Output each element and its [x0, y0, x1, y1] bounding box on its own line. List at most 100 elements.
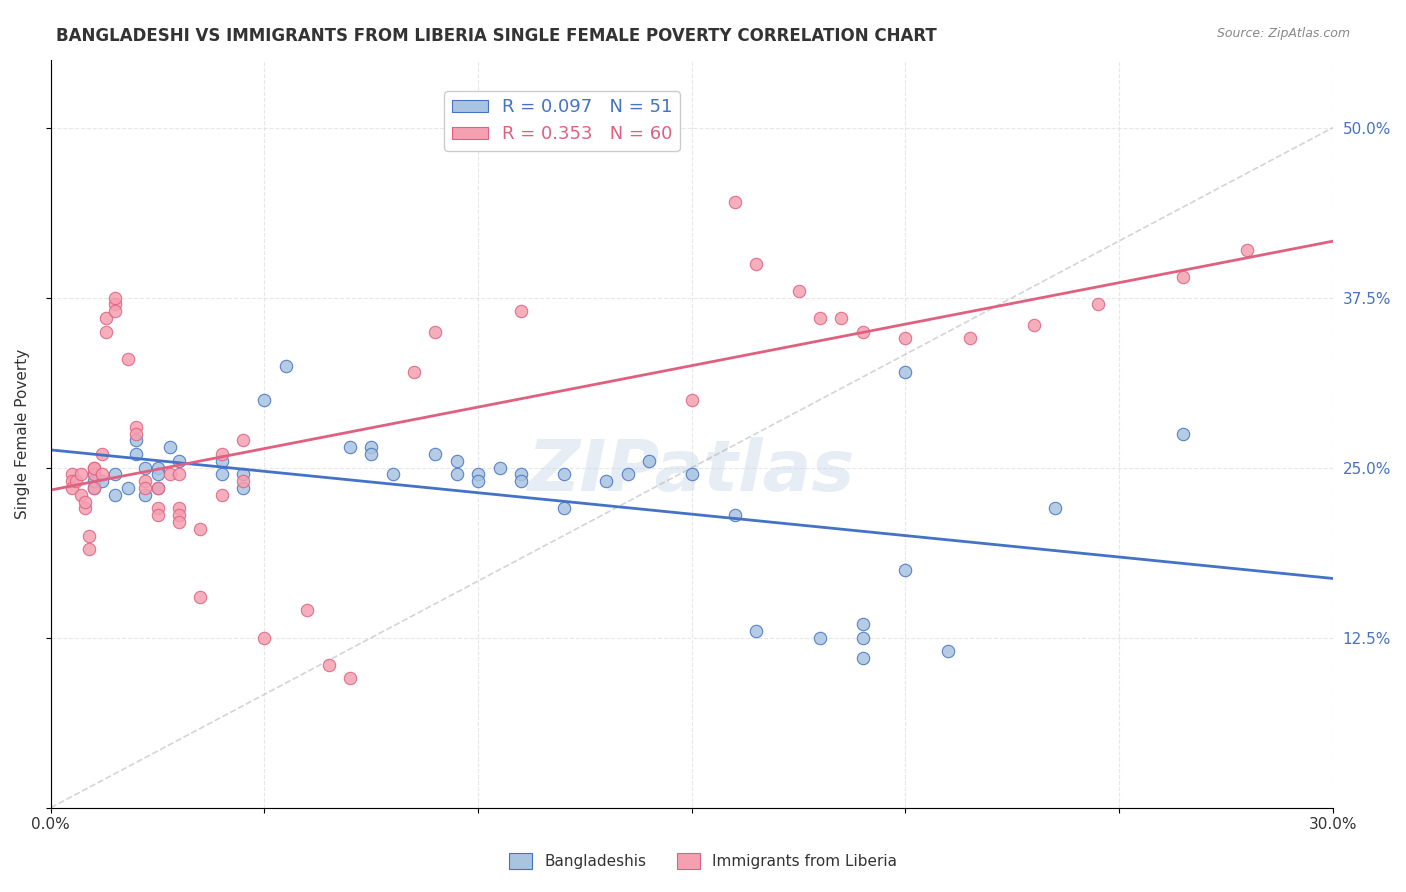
Point — [65, 475, 87, 489]
Point — [232, 434, 254, 448]
Point — [117, 351, 139, 366]
Point — [467, 475, 489, 489]
Point — [595, 475, 617, 489]
Point — [125, 426, 148, 441]
Point — [509, 467, 531, 482]
Point — [60, 475, 83, 489]
Point — [134, 481, 156, 495]
Point — [616, 467, 638, 482]
Point — [117, 481, 139, 495]
Point — [638, 454, 661, 468]
Point — [190, 590, 212, 604]
Point — [104, 297, 127, 311]
Point — [852, 325, 875, 339]
Point — [83, 460, 105, 475]
Point — [159, 440, 181, 454]
Point — [60, 481, 83, 495]
Text: ZIPatlas: ZIPatlas — [529, 436, 855, 506]
Point — [79, 529, 101, 543]
Point — [830, 311, 852, 326]
Point — [73, 501, 96, 516]
Point — [159, 467, 181, 482]
Point — [488, 460, 510, 475]
Point — [253, 392, 276, 407]
Point — [553, 467, 575, 482]
Point — [681, 392, 703, 407]
Point — [425, 325, 447, 339]
Point — [894, 563, 917, 577]
Point — [134, 460, 156, 475]
Text: Source: ZipAtlas.com: Source: ZipAtlas.com — [1216, 27, 1350, 40]
Point — [69, 467, 91, 482]
Point — [125, 434, 148, 448]
Point — [167, 454, 190, 468]
Point — [167, 515, 190, 529]
Point — [167, 508, 190, 523]
Point — [211, 467, 233, 482]
Point — [96, 311, 118, 326]
Point — [894, 331, 917, 345]
Point — [232, 475, 254, 489]
Point — [91, 475, 114, 489]
Point — [83, 475, 105, 489]
Point — [104, 467, 127, 482]
Point — [339, 440, 361, 454]
Point — [852, 631, 875, 645]
Point — [467, 467, 489, 482]
Point — [936, 644, 959, 658]
Point — [60, 467, 83, 482]
Point — [83, 467, 105, 482]
Point — [211, 454, 233, 468]
Point — [274, 359, 297, 373]
Point — [339, 672, 361, 686]
Point — [134, 488, 156, 502]
Point — [852, 651, 875, 665]
Point — [808, 631, 831, 645]
Point — [852, 617, 875, 632]
Point — [211, 488, 233, 502]
Point — [104, 291, 127, 305]
Point — [808, 311, 831, 326]
Point — [79, 542, 101, 557]
Point — [125, 447, 148, 461]
Point — [83, 460, 105, 475]
Point — [1173, 270, 1195, 285]
Point — [360, 440, 382, 454]
Point — [509, 475, 531, 489]
Point — [745, 257, 768, 271]
Point — [96, 325, 118, 339]
Point — [1087, 297, 1109, 311]
Point — [1043, 501, 1066, 516]
Point — [146, 501, 169, 516]
Point — [104, 304, 127, 318]
Point — [1236, 243, 1258, 257]
Point — [723, 508, 745, 523]
Point — [91, 447, 114, 461]
Point — [509, 304, 531, 318]
Point — [91, 467, 114, 482]
Point — [894, 366, 917, 380]
Point — [146, 508, 169, 523]
Point — [167, 501, 190, 516]
Point — [723, 195, 745, 210]
Point — [381, 467, 404, 482]
Legend: Bangladeshis, Immigrants from Liberia: Bangladeshis, Immigrants from Liberia — [503, 847, 903, 875]
Point — [83, 481, 105, 495]
Point — [232, 467, 254, 482]
Point — [318, 657, 340, 672]
Point — [146, 467, 169, 482]
Point — [211, 447, 233, 461]
Point — [446, 454, 468, 468]
Point — [83, 481, 105, 495]
Point — [73, 494, 96, 508]
Point — [190, 522, 212, 536]
Point — [253, 631, 276, 645]
Point — [1022, 318, 1045, 332]
Point — [167, 467, 190, 482]
Point — [83, 467, 105, 482]
Point — [425, 447, 447, 461]
Y-axis label: Single Female Poverty: Single Female Poverty — [15, 349, 30, 519]
Point — [146, 481, 169, 495]
Point — [959, 331, 981, 345]
Point — [134, 475, 156, 489]
